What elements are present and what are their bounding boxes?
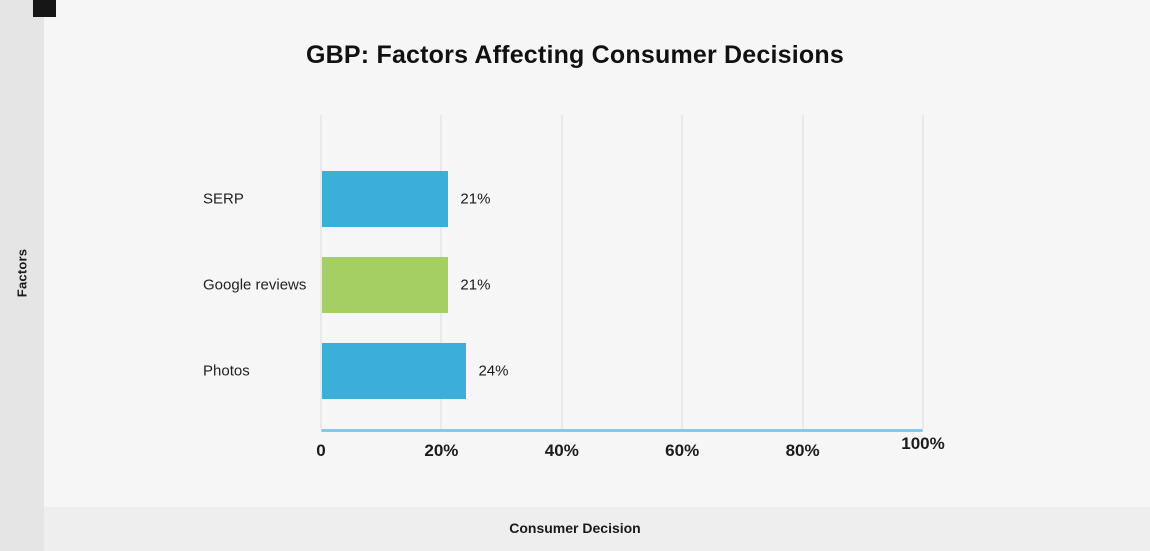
x-tick-label: 0: [316, 441, 326, 460]
x-tick-label: 80%: [785, 441, 820, 460]
value-label: 24%: [478, 362, 509, 380]
category-label: Photos: [203, 362, 250, 380]
x-axis-line: [321, 429, 923, 432]
x-tick-label: 20%: [424, 441, 459, 460]
gridline: [560, 115, 563, 429]
gridline: [922, 115, 924, 429]
chart-title: GBP: Factors Affecting Consumer Decision…: [306, 41, 844, 69]
x-tick-label: 100%: [901, 434, 945, 453]
category-label: SERP: [203, 190, 244, 208]
bar-google-reviews: [322, 257, 449, 313]
x-axis-band: [44, 507, 1150, 551]
y-axis-band: [0, 0, 44, 551]
category-label: Google reviews: [203, 276, 307, 294]
gridline: [681, 115, 684, 429]
bar-serp: [322, 171, 449, 227]
gridline: [320, 115, 322, 429]
x-axis-title: Consumer Decision: [509, 520, 641, 536]
x-tick-label: 40%: [544, 441, 579, 460]
value-label: 21%: [460, 276, 491, 294]
bar-photos: [322, 343, 467, 399]
corner-marker: [33, 0, 56, 17]
gridline: [801, 115, 804, 429]
x-tick-label: 60%: [665, 441, 700, 460]
value-label: 21%: [460, 190, 491, 208]
